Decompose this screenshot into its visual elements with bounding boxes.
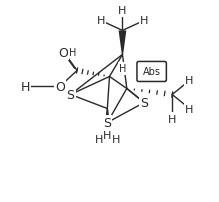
Text: H: H bbox=[185, 104, 194, 114]
Text: H: H bbox=[168, 114, 176, 124]
Text: O: O bbox=[55, 81, 65, 94]
Polygon shape bbox=[118, 31, 126, 55]
Text: H: H bbox=[112, 134, 120, 144]
Text: H: H bbox=[95, 134, 103, 144]
Text: H: H bbox=[97, 16, 105, 26]
Text: Abs: Abs bbox=[143, 67, 161, 77]
Text: H: H bbox=[21, 81, 30, 94]
Text: O: O bbox=[58, 47, 68, 60]
Text: S: S bbox=[67, 88, 75, 101]
Polygon shape bbox=[103, 109, 111, 135]
Text: H: H bbox=[119, 64, 126, 74]
Text: H: H bbox=[69, 48, 76, 58]
Text: S: S bbox=[140, 97, 148, 109]
FancyBboxPatch shape bbox=[137, 62, 166, 82]
Text: H: H bbox=[185, 76, 194, 86]
Text: H: H bbox=[103, 130, 111, 140]
Text: H: H bbox=[118, 6, 127, 16]
Text: H: H bbox=[140, 16, 148, 26]
Text: S: S bbox=[103, 116, 111, 129]
